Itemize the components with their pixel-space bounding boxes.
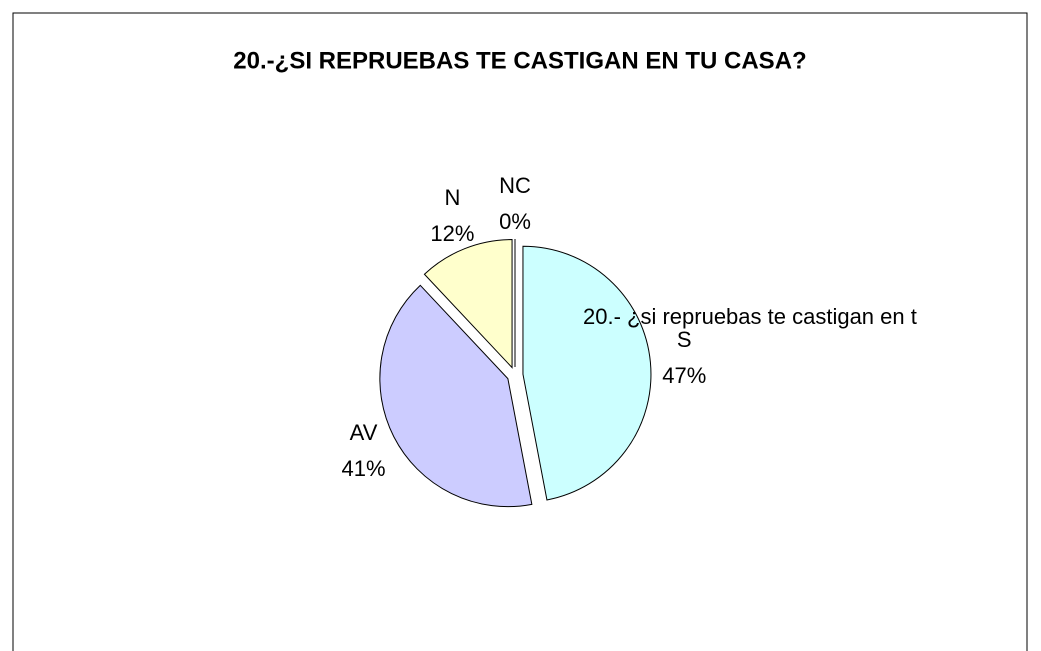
- chart-title: 20.-¿SI REPRUEBAS TE CASTIGAN EN TU CASA…: [233, 47, 806, 74]
- slice-category-label: S: [677, 327, 692, 352]
- frame: [12, 12, 1028, 651]
- slice-value-label: 0%: [499, 209, 531, 234]
- slice-category-label: NC: [499, 173, 531, 198]
- pie-slice: [522, 245, 652, 501]
- slice-category-label: N: [444, 185, 460, 210]
- pie-slice: [379, 284, 533, 508]
- pie-slice: [423, 239, 513, 369]
- slice-value-label: 47%: [662, 363, 706, 388]
- series-name: 20.- ¿si repruebas te castigan en t: [583, 304, 917, 329]
- slice-value-label: 12%: [430, 221, 474, 246]
- slice-category-label: AV: [350, 420, 378, 445]
- slice-value-label: 41%: [342, 456, 386, 481]
